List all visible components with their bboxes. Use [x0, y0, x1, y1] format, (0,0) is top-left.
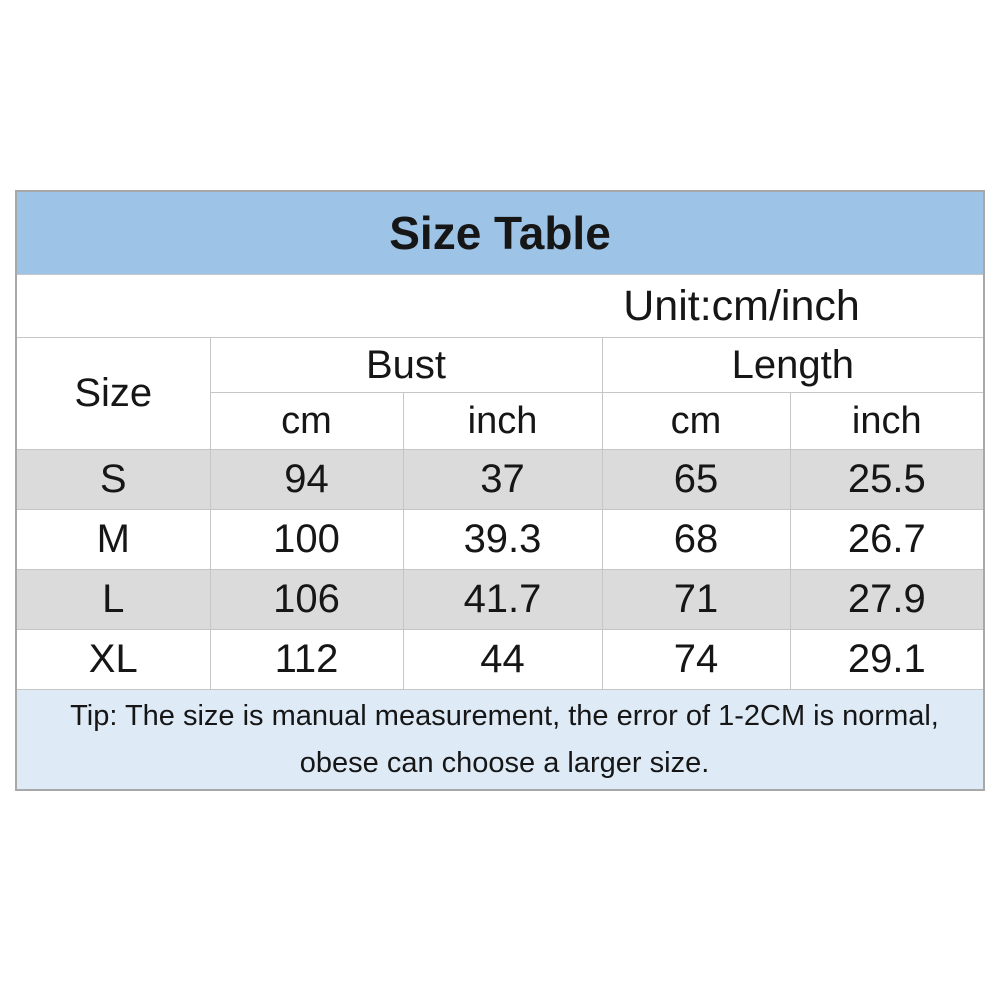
header-bust: Bust — [209, 337, 603, 393]
cell-length-cm: 74 — [601, 629, 791, 690]
cell-size-label: XL — [15, 629, 211, 690]
subheader-bust-cm: cm — [209, 392, 404, 450]
title-row: Size Table — [15, 190, 985, 275]
header-length: Length — [601, 337, 985, 393]
subheader-bust-inch: inch — [402, 392, 603, 450]
cell-bust-inch: 44 — [402, 629, 603, 690]
cell-bust-cm: 94 — [209, 449, 404, 510]
header-size: Size — [15, 337, 211, 450]
cell-bust-cm: 100 — [209, 509, 404, 570]
table-row-l: L 106 41.7 71 27.9 — [15, 569, 985, 630]
tip-row: Tip: The size is manual measurement, the… — [15, 689, 985, 791]
header-group-row: Size Bust Length — [15, 337, 985, 450]
tip-cell: Tip: The size is manual measurement, the… — [15, 689, 985, 791]
cell-bust-cm: 112 — [209, 629, 404, 690]
cell-length-cm: 68 — [601, 509, 791, 570]
table-row-m: M 100 39.3 68 26.7 — [15, 509, 985, 570]
size-table: Size Table Unit:cm/inch Size Bust Length… — [15, 190, 986, 791]
cell-bust-inch: 41.7 — [402, 569, 603, 630]
cell-length-cm: 71 — [601, 569, 791, 630]
tip-text-line2: obese can choose a larger size. — [299, 746, 710, 779]
unit-cell: Unit:cm/inch — [15, 274, 985, 338]
unit-label: Unit:cm/inch — [623, 281, 860, 330]
subheader-length-inch: inch — [789, 392, 985, 450]
subheader-length-cm: cm — [601, 392, 791, 450]
table-row-xl: XL 112 44 74 29.1 — [15, 629, 985, 690]
cell-size-label: M — [15, 509, 211, 570]
cell-length-inch: 27.9 — [789, 569, 985, 630]
table-title: Size Table — [15, 190, 985, 275]
cell-length-cm: 65 — [601, 449, 791, 510]
table-row-s: S 94 37 65 25.5 — [15, 449, 985, 510]
unit-row: Unit:cm/inch — [15, 274, 985, 338]
cell-length-inch: 25.5 — [789, 449, 985, 510]
tip-text-line1: Tip: The size is manual measurement, the… — [70, 699, 939, 732]
cell-length-inch: 29.1 — [789, 629, 985, 690]
cell-bust-inch: 39.3 — [402, 509, 603, 570]
cell-bust-inch: 37 — [402, 449, 603, 510]
cell-bust-cm: 106 — [209, 569, 404, 630]
cell-length-inch: 26.7 — [789, 509, 985, 570]
cell-size-label: L — [15, 569, 211, 630]
cell-size-label: S — [15, 449, 211, 510]
